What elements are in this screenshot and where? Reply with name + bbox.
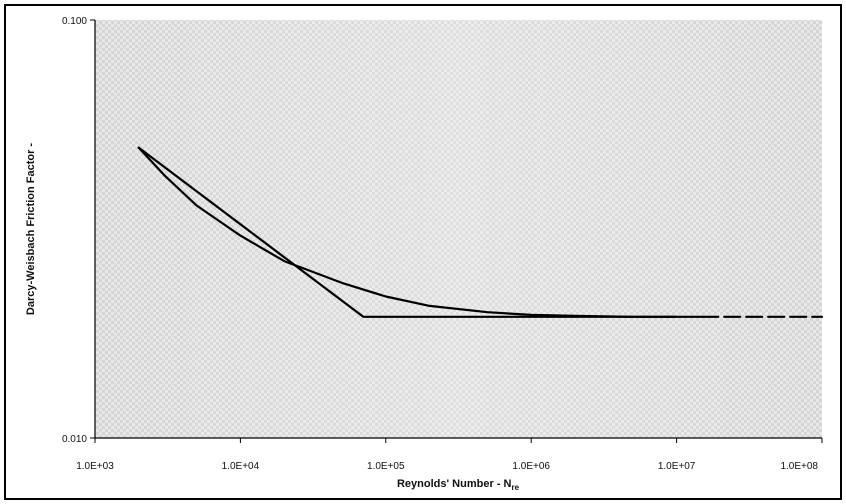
x-axis-label-main: Reynolds' Number - N — [397, 478, 512, 490]
x-tick-label: 1.0E+07 — [658, 461, 696, 472]
y-axis-label: Darcy-Weisbach Friction Factor - — [25, 143, 37, 316]
x-axis-label: Reynolds' Number - Nre — [397, 478, 520, 492]
y-tick-label: 0.010 — [62, 434, 87, 445]
y-tick-label: 0.100 — [62, 16, 87, 27]
tick-layer: 1.0E+03 1.0E+04 1.0E+05 1.0E+06 1.0E+07 1.0E+… — [62, 16, 823, 472]
series-line-2 — [137, 146, 704, 318]
x-tick-label: 1.0E+06 — [512, 461, 550, 472]
x-tick-label: 1.0E+04 — [222, 461, 260, 472]
x-axis-label-subscript: re — [511, 483, 519, 492]
x-tick-label: 1.0E+05 — [367, 461, 405, 472]
x-tick-label: 1.0E+03 — [76, 461, 114, 472]
plot-area-shade — [95, 20, 822, 438]
x-tick-label: 1.0E+08 — [780, 461, 818, 472]
series-layer — [137, 146, 824, 318]
